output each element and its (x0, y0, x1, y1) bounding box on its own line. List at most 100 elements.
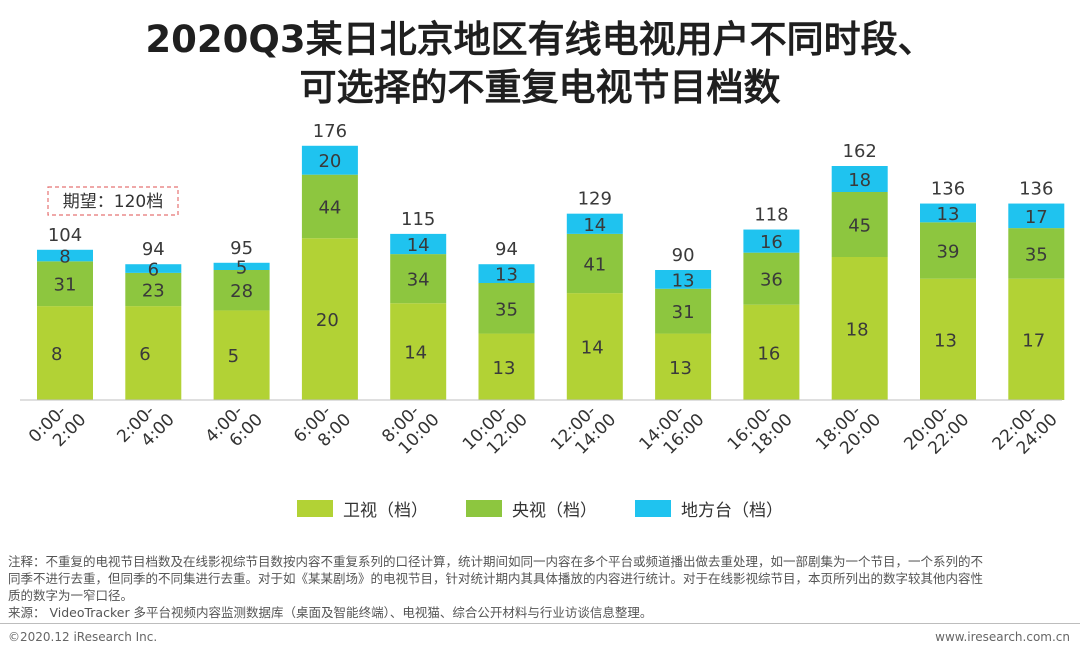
bar-weishi-4 (390, 303, 447, 400)
bar-weishi-0 (37, 306, 93, 400)
data-label-difang-0: 8 (59, 247, 70, 268)
data-label-weishi-3: 20 (316, 310, 339, 331)
data-label-yangshi-0: 31 (54, 275, 77, 296)
bar-weishi-3 (301, 238, 358, 400)
bar-difang-9 (831, 166, 888, 192)
legend-swatch-weishi (297, 500, 333, 517)
note-line-2: 同季不进行去重，但同季的不同集进行去重。对于如《某某剧场》的电视节目，针对统计期… (8, 571, 984, 586)
bar-difang-0 (37, 249, 93, 262)
data-label-difang-2: 5 (236, 257, 247, 278)
bar-weishi-7 (655, 333, 712, 400)
chart-title-line-1: 2020Q3某日北京地区有线电视用户不同时段、 (145, 18, 935, 61)
bar-difang-11 (1008, 203, 1065, 229)
x-tick-label-6: 12:00-14:00 (547, 396, 620, 469)
data-label-weishi-9: 18 (846, 320, 869, 341)
bar-yangshi-0 (37, 261, 93, 307)
bar-yangshi-3 (301, 174, 358, 239)
total-label-9: 162 (843, 141, 877, 162)
x-tick-label-2: 4:00-6:00 (202, 396, 267, 461)
bar-yangshi-11 (1008, 228, 1065, 279)
x-tick-label-7: 14:00-16:00 (636, 396, 709, 469)
bar-yangshi-7 (655, 288, 712, 334)
data-label-yangshi-11: 35 (1025, 244, 1048, 265)
bar-yangshi-8 (743, 252, 800, 305)
bar-weishi-9 (831, 257, 888, 400)
bar-difang-4 (390, 233, 447, 255)
data-label-difang-1: 6 (148, 260, 159, 281)
bar-yangshi-1 (125, 272, 182, 307)
data-label-weishi-10: 13 (934, 330, 957, 351)
data-label-weishi-4: 14 (404, 343, 427, 364)
bar-yangshi-5 (478, 283, 535, 334)
legend-label-yangshi: 央视（档） (512, 501, 597, 521)
expectation-box (47, 186, 179, 216)
total-label-8: 118 (754, 205, 788, 226)
data-label-difang-5: 13 (495, 265, 518, 286)
bar-chart: 8318104623694528595204420176143414115133… (20, 121, 1065, 469)
data-label-yangshi-5: 35 (495, 299, 518, 320)
data-label-difang-6: 14 (583, 215, 606, 236)
x-tick-label-5: 10:00-12:00 (459, 396, 532, 469)
bar-difang-7 (655, 270, 712, 289)
bar-difang-2 (213, 262, 270, 270)
bar-difang-6 (566, 213, 623, 234)
data-label-yangshi-1: 23 (142, 281, 165, 302)
data-label-yangshi-7: 31 (672, 302, 695, 323)
total-label-5: 94 (495, 239, 518, 260)
data-label-weishi-6: 14 (581, 338, 604, 359)
legend-label-difang: 地方台（档） (681, 501, 783, 521)
data-label-yangshi-4: 34 (407, 270, 430, 291)
data-label-weishi-5: 13 (493, 358, 516, 379)
total-label-2: 95 (230, 238, 253, 259)
data-label-difang-11: 17 (1025, 207, 1048, 228)
data-label-difang-8: 16 (760, 232, 783, 253)
data-label-difang-7: 13 (672, 270, 695, 291)
x-tick-label-11: 22:00-24:00 (989, 396, 1062, 469)
x-tick-label-3: 6:00-8:00 (290, 396, 355, 461)
data-label-weishi-0: 8 (51, 344, 62, 365)
copyright: ©2020.12 iResearch Inc. (8, 630, 158, 644)
bar-weishi-2 (213, 310, 270, 400)
data-label-difang-10: 13 (937, 204, 960, 225)
expectation-label: 期望：120档 (63, 192, 163, 212)
bar-difang-3 (301, 145, 358, 175)
total-label-6: 129 (578, 189, 612, 210)
legend-swatch-difang (635, 500, 671, 517)
legend-item-weishi: 卫视（档） (297, 496, 428, 521)
expectation-callout: 期望：120档 (47, 186, 179, 216)
bar-weishi-6 (566, 293, 623, 400)
x-tick-label-4: 8:00-10:00 (378, 396, 443, 461)
data-label-yangshi-3: 44 (318, 197, 341, 218)
total-label-4: 115 (401, 209, 435, 230)
footer-divider (0, 623, 1080, 624)
website-link: www.iresearch.com.cn (935, 630, 1070, 644)
bar-weishi-11 (1008, 278, 1065, 400)
bar-difang-10 (920, 203, 976, 223)
total-label-0: 104 (48, 225, 82, 246)
legend: 卫视（档） 央视（档） 地方台（档） (0, 496, 1080, 521)
bar-difang-5 (478, 264, 535, 283)
legend-item-yangshi: 央视（档） (466, 496, 597, 521)
total-label-10: 136 (931, 179, 965, 200)
x-tick-label-10: 20:00-22:00 (900, 396, 973, 469)
bar-difang-8 (743, 229, 800, 253)
bar-yangshi-9 (831, 192, 888, 257)
chart-title-line-2: 可选择的不重复电视节目档数 (299, 66, 781, 109)
data-label-weishi-11: 17 (1022, 330, 1045, 351)
note-line-3: 质的数字为一窄口径。 (8, 588, 134, 603)
x-tick-label-1: 2:00-4:00 (113, 396, 178, 461)
legend-swatch-yangshi (466, 500, 502, 517)
data-label-weishi-8: 16 (757, 343, 780, 364)
total-label-7: 90 (672, 245, 695, 266)
bar-weishi-5 (478, 333, 535, 400)
data-label-difang-4: 14 (407, 235, 430, 256)
bar-yangshi-4 (390, 254, 447, 304)
bar-yangshi-10 (920, 222, 976, 279)
total-label-1: 94 (142, 239, 165, 260)
bar-weishi-1 (125, 306, 182, 400)
data-label-yangshi-8: 36 (760, 270, 783, 291)
x-tick-label-0: 0:00-2:00 (25, 396, 90, 461)
data-label-yangshi-10: 39 (937, 242, 960, 263)
data-label-weishi-1: 6 (139, 344, 150, 365)
bar-yangshi-6 (566, 233, 623, 294)
